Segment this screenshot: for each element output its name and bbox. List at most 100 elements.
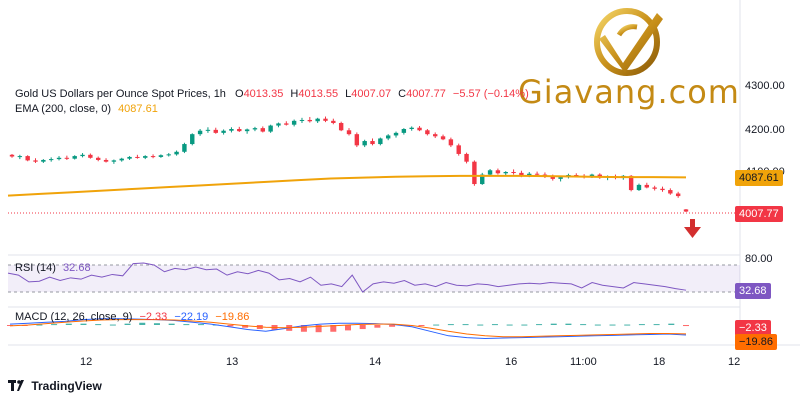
candle-body [72,156,77,159]
rsi-legend[interactable]: RSI (14) 32.68 [15,262,91,274]
candle [668,188,673,195]
macd-hist-bar [609,324,616,326]
candle [480,172,485,185]
macd-hist-bar [491,324,498,326]
candle [276,122,281,128]
candle-body [260,128,265,132]
candle-body [182,144,187,152]
candle [440,134,446,141]
candle [338,121,344,132]
candle-body [362,141,367,146]
macd-hist-bar [345,325,351,331]
candle-body [338,122,344,131]
candle [464,152,469,164]
macd-hist-bar [653,324,660,326]
macd-hist-bar [359,325,366,330]
candle [72,155,77,160]
candle-body [48,159,54,161]
candle [378,137,383,146]
macd-hist-bar [447,324,454,326]
candle [197,129,203,136]
macd-signal-value: −19.86 [215,311,250,323]
macd-hist-bar [80,323,87,325]
brand-watermark: Giavang.com [518,73,740,111]
candle-body [480,174,485,185]
macd-hist-bar [638,324,645,326]
candle-body [393,132,399,136]
candle-body [268,125,273,132]
candle-body [237,129,242,132]
candle [417,125,422,132]
ema-legend[interactable]: EMA (200, close, 0) 4087.61 [15,103,158,115]
macd-hist-bar [300,325,307,332]
time-tick-13: 13 [226,356,239,368]
candle-body [323,118,328,121]
macd-hist-bar [462,324,469,326]
macd-histogram [7,322,689,333]
candle-body [291,120,297,125]
macd-hist-bar [536,324,543,326]
candle-body [127,156,132,159]
candle [237,126,242,133]
candle [158,154,164,158]
rsi-badge: 32.68 [735,283,771,299]
macd-hist-bar [242,325,249,328]
candle [495,168,501,175]
candle-body [472,161,477,185]
symbol-title: Gold US Dollars per Ounce Spot Prices, 1… [15,88,226,100]
candles-layer [9,116,689,212]
close-value: 4007.77 [406,88,446,100]
candle [644,182,650,189]
macd-signal-badge: −19.86 [735,334,777,350]
candle-body [433,134,438,137]
candle [323,116,328,123]
symbol-legend: Gold US Dollars per Ounce Spot Prices, 1… [15,88,529,100]
macd-hist-bar [51,324,58,326]
candle-body [96,157,101,160]
price-tick-4300: 4300.00 [745,80,785,92]
candle-body [448,139,454,146]
candle [636,183,642,191]
candle-body [33,160,38,162]
tradingview-logo-icon [8,380,24,391]
candle-body [503,172,508,174]
candle-body [229,129,234,131]
candle [299,117,305,123]
candle-body [41,159,46,162]
macd-hist-bar [36,324,43,326]
candle-body [511,172,516,173]
candle [205,127,211,133]
candle [260,126,265,133]
open-value: 4013.35 [243,88,284,100]
candle-body [119,158,124,161]
candle-body [111,160,117,162]
macd-hist-badge: −2.33 [735,320,771,336]
tradingview-attribution[interactable]: TradingView [8,379,102,393]
candle-body [534,173,540,175]
ema-label: EMA (200, close, 0) [15,103,111,115]
candle [652,185,657,191]
candle [307,116,313,123]
candle-body [636,184,642,191]
signal-line [9,319,687,338]
macd-hist-bar [139,322,146,325]
candle [244,128,250,134]
candle [433,132,438,139]
macd-line-value: −22.19 [174,311,209,323]
candle-body [213,129,218,133]
close-label: C [398,88,407,100]
macd-line [9,318,687,340]
candle [675,191,681,198]
candle [25,155,30,162]
macd-hist-bar [624,324,631,326]
macd-hist-bar [168,323,175,325]
macd-hist-bar [315,325,322,333]
candle-body [558,177,563,179]
candle-body [166,154,171,156]
candle-body [190,134,195,145]
macd-legend[interactable]: MACD (12, 26, close, 9) −2.33 −22.19 −19… [15,311,249,323]
candle [409,126,414,131]
candle-body [205,129,211,131]
candle-body [487,170,493,175]
